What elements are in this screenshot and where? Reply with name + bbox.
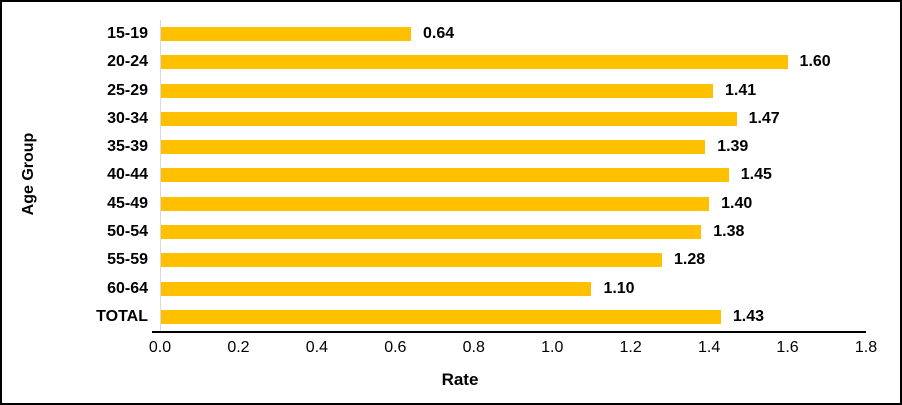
bar-row: 50-54 1.38 [10, 218, 866, 246]
bar [160, 111, 737, 126]
x-tick-label: 1.2 [619, 339, 642, 356]
bar-track: 1.38 [160, 218, 866, 246]
value-label: 1.10 [603, 279, 635, 297]
value-label: 1.41 [725, 81, 757, 99]
bar-row: 55-59 1.28 [10, 246, 866, 274]
value-label: 1.38 [713, 222, 745, 240]
bar-row: 20-24 1.60 [10, 48, 866, 76]
bar [160, 140, 706, 155]
bar-track: 1.45 [160, 161, 866, 189]
bar [160, 281, 592, 296]
x-tick-label: 0.4 [305, 339, 328, 356]
value-label: 1.40 [721, 194, 753, 212]
bar-track: 1.41 [160, 77, 866, 105]
category-axis-line [160, 20, 161, 331]
bar [160, 309, 721, 324]
value-label: 1.45 [740, 166, 772, 184]
bar [160, 168, 729, 183]
bar [160, 196, 710, 211]
bar-row: 45-49 1.40 [10, 190, 866, 218]
bar-track: 1.43 [160, 303, 866, 331]
x-tick-label: 1.4 [697, 339, 721, 356]
category-label: 25-29 [107, 81, 148, 99]
bar-row: 15-19 0.64 [10, 20, 866, 48]
category-label: 60-64 [107, 279, 148, 297]
bar-row: TOTAL 1.43 [10, 303, 866, 331]
value-label: 1.39 [717, 138, 749, 156]
bar [160, 253, 663, 268]
category-label: 45-49 [107, 194, 148, 212]
bar-track: 0.64 [160, 20, 866, 48]
bar-track: 1.40 [160, 190, 866, 218]
x-tick-label: 1.8 [854, 339, 878, 356]
category-label: 40-44 [107, 166, 148, 184]
category-label: 15-19 [107, 25, 148, 43]
value-label: 0.64 [423, 25, 455, 43]
bar-track: 1.28 [160, 246, 866, 274]
bar [160, 55, 788, 70]
bar-row: 30-34 1.47 [10, 105, 866, 133]
x-axis-title: Rate [441, 370, 479, 389]
bar-track: 1.47 [160, 105, 866, 133]
x-tick-label: 0.6 [384, 339, 407, 356]
value-label: 1.47 [748, 109, 780, 127]
value-label: 1.43 [732, 307, 765, 325]
value-label: 1.28 [674, 251, 706, 269]
bar [160, 27, 412, 42]
x-tick-label: 1.0 [541, 339, 564, 356]
bar [160, 83, 714, 98]
category-label: 30-34 [107, 109, 148, 127]
bar-track: 1.60 [160, 48, 866, 76]
value-axis-line [152, 331, 866, 333]
bar-row: 40-44 1.45 [10, 161, 866, 189]
category-label: 20-24 [107, 53, 148, 71]
x-tick-label: 0.8 [462, 339, 485, 356]
bar-track: 1.10 [160, 274, 866, 302]
category-label: 55-59 [107, 251, 148, 269]
value-label: 1.60 [799, 53, 831, 71]
x-axis-ticks: 0.0 0.2 0.4 0.6 0.8 1.0 1.2 1.4 1.6 1.8 [149, 339, 877, 359]
bar-rows: 15-19 0.64 20-24 1.60 25-29 1.41 30-34 1.47 35-3… [10, 20, 866, 331]
bar-row: 35-39 1.39 [10, 133, 866, 161]
bar [160, 224, 702, 239]
category-label: 50-54 [107, 222, 148, 240]
bar-track: 1.39 [160, 133, 866, 161]
bar-row: 25-29 1.41 [10, 77, 866, 105]
x-tick-label: 0.2 [227, 339, 250, 356]
x-tick-label: 1.6 [776, 339, 799, 356]
bar-row: 60-64 1.10 [10, 274, 866, 302]
x-tick-label: 0.0 [148, 339, 172, 356]
category-label: TOTAL [96, 307, 148, 325]
category-label: 35-39 [107, 138, 148, 156]
